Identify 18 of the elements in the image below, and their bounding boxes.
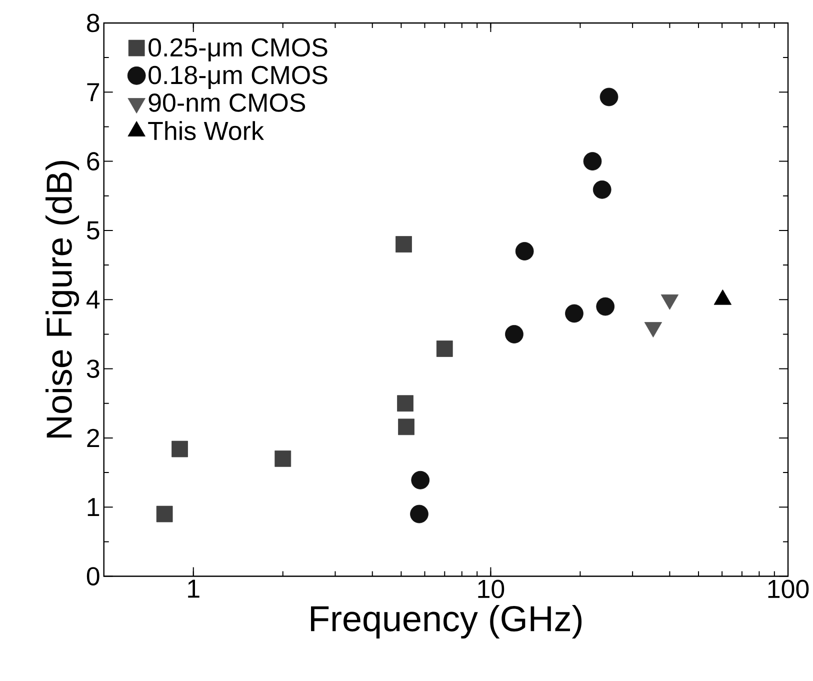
y-tick-label: 8 bbox=[87, 14, 100, 32]
y-tick-label: 5 bbox=[86, 221, 100, 240]
x-tick-label: 10 bbox=[478, 580, 504, 598]
y-axis-title: Noise Figure (dB) bbox=[46, 160, 80, 438]
legend-label: This Work bbox=[148, 121, 264, 140]
legend-label: 90-nm CMOS bbox=[148, 93, 306, 112]
y-tick-label: 6 bbox=[87, 152, 100, 170]
x-tick-label: 100 bbox=[768, 580, 809, 598]
x-axis-title: Frequency (GHz) bbox=[311, 604, 582, 638]
legend-label: 0.25-μm CMOS bbox=[148, 38, 328, 62]
y-tick-label: 3 bbox=[86, 360, 100, 378]
y-tick-label: 4 bbox=[86, 290, 100, 308]
y-tick-label: 0 bbox=[86, 567, 100, 586]
y-tick-label: 2 bbox=[87, 428, 100, 447]
x-tick-label: 1 bbox=[188, 580, 200, 598]
legend-label: 0.18-μm CMOS bbox=[148, 66, 328, 89]
y-tick-label: 7 bbox=[87, 83, 100, 102]
y-tick-label: 1 bbox=[88, 498, 100, 516]
